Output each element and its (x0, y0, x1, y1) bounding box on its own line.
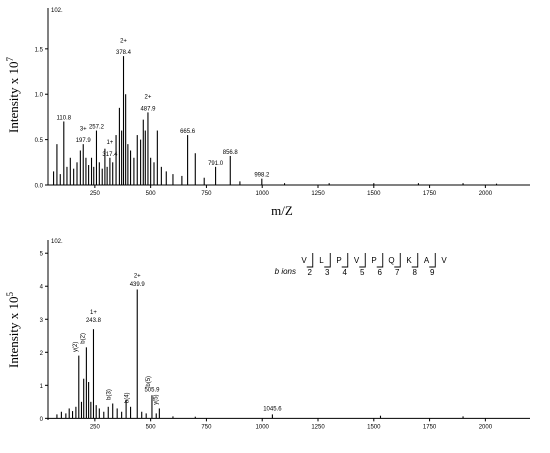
bottom-fragment-label: y(2) (73, 342, 79, 352)
bottom-peak-label: 1+ (90, 310, 97, 316)
bottom-peak-label: 2+ (134, 274, 141, 280)
top-y-axis-label: Intensity x 107 (5, 57, 21, 134)
sequence-residue: P (371, 256, 376, 265)
bottom-fragment-label: y(5) (153, 394, 159, 404)
top-x-axis-label: m/Z (271, 203, 293, 218)
top-x-tick-label: 1000 (256, 191, 270, 197)
bottom-x-tick-label: 1750 (423, 424, 437, 430)
sequence-residue: V (441, 256, 447, 265)
top-x-tick-label: 1250 (311, 191, 325, 197)
top-y-tick-label: 0.5 (35, 138, 44, 144)
top-peak-label: 3+ (80, 126, 87, 132)
bottom-y-tick-label: 1 (40, 384, 44, 390)
bottom-x-tick-label: 250 (90, 424, 101, 430)
sequence-residue: V (301, 256, 307, 265)
top-peak-label: 110.8 (57, 115, 72, 121)
sequence-cleavage-bracket (429, 253, 436, 268)
bottom-y-axis-label: Intensity x 105 (5, 292, 21, 369)
bottom-x-tick-label: 1250 (311, 424, 325, 430)
top-peak-label: 317.4 (102, 152, 118, 158)
top-peak-label: 487.9 (140, 106, 156, 112)
sequence-cleavage-bracket (359, 253, 366, 268)
bottom-y-tick-label: 0 (40, 417, 44, 423)
top-y-tick-label: 1.5 (35, 47, 44, 53)
top-peak-label: 378.4 (116, 50, 132, 56)
sequence-ion-type-label: b ions (275, 267, 296, 276)
top-peak-label: 2+ (120, 38, 127, 44)
top-peak-label: 998.2 (254, 173, 270, 179)
bottom-x-tick-label: 750 (201, 424, 212, 430)
bottom-corner-label: 102. (51, 239, 63, 245)
sequence-residue: K (406, 256, 412, 265)
top-peak-label: 1+ (106, 140, 113, 146)
bottom-peak-label: 1045.6 (263, 406, 282, 412)
top-y-tick-label: 0.0 (35, 184, 44, 190)
top-peak-label: 257.2 (89, 125, 105, 131)
sequence-ion-number: 8 (413, 268, 418, 277)
sequence-ion-number: 7 (395, 268, 400, 277)
top-peak-label: 856.8 (223, 150, 239, 156)
sequence-residue: P (336, 256, 341, 265)
sequence-ion-number: 3 (325, 268, 330, 277)
bottom-x-tick-label: 500 (146, 424, 157, 430)
sequence-ion-number: 2 (308, 268, 313, 277)
bottom-y-tick-label: 2 (40, 351, 44, 357)
sequence-residue: V (354, 256, 360, 265)
sequence-cleavage-bracket (324, 253, 331, 268)
sequence-cleavage-bracket (306, 253, 314, 268)
sequence-cleavage-bracket (341, 253, 349, 268)
bottom-fragment-label: b(5) (146, 376, 152, 387)
sequence-residue: L (319, 256, 324, 265)
sequence-cleavage-bracket (376, 253, 384, 268)
bottom-x-tick-label: 1000 (256, 424, 270, 430)
bottom-y-tick-label: 5 (40, 252, 44, 258)
top-x-tick-label: 500 (146, 191, 157, 197)
top-x-tick-label: 1500 (367, 191, 381, 197)
top-x-tick-label: 250 (90, 191, 101, 197)
sequence-cleavage-bracket (394, 253, 401, 268)
bottom-y-tick-label: 3 (40, 318, 44, 324)
bottom-fragment-label: b(3) (107, 389, 113, 400)
sequence-ion-number: 9 (430, 268, 435, 277)
bottom-peak-label: 505.9 (144, 388, 160, 394)
top-corner-label: 102. (51, 8, 63, 14)
top-peak-label: 791.0 (208, 161, 224, 167)
sequence-cleavage-bracket (411, 253, 419, 268)
bottom-y-tick-label: 4 (40, 285, 44, 291)
top-spectrum-panel: 0.0 0.5 1.0 1.5 250 500 750 1000 1250 1500 1750 200… (35, 8, 530, 197)
sequence-ion-number: 4 (343, 268, 348, 277)
top-peak-label: 197.9 (76, 138, 92, 144)
top-y-tick-label: 1.0 (35, 93, 44, 99)
top-x-tick-label: 2000 (479, 191, 493, 197)
sequence-residue: A (424, 256, 430, 265)
bottom-peak-label: 439.9 (130, 282, 146, 288)
sequence-ion-number: 5 (360, 268, 365, 277)
sequence-residue: Q (388, 256, 394, 265)
top-x-tick-label: 750 (201, 191, 212, 197)
bottom-x-tick-label: 2000 (479, 424, 493, 430)
bottom-fragment-label: b(4) (125, 392, 131, 403)
bottom-peak-label: 243.8 (86, 318, 102, 324)
top-peak-label: 2+ (145, 95, 152, 101)
bottom-fragment-label: b(2) (80, 333, 86, 344)
top-peak-label: 665.6 (180, 129, 196, 135)
sequence-ion-number: 6 (378, 268, 383, 277)
top-x-tick-label: 1750 (423, 191, 437, 197)
bottom-x-tick-label: 1500 (367, 424, 381, 430)
